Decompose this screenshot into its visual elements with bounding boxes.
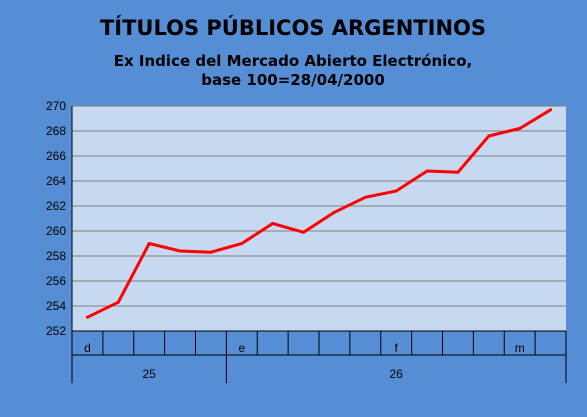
- x-month-label-f: f: [395, 341, 399, 355]
- x-year-label-26: 26: [390, 367, 404, 381]
- y-tick-label-258: 258: [46, 249, 66, 263]
- data-point: [271, 222, 275, 225]
- x-month-label-m: m: [515, 341, 525, 355]
- data-point: [549, 108, 553, 112]
- y-tick-label-252: 252: [46, 324, 66, 338]
- data-point: [394, 189, 398, 193]
- y-tick-label-268: 268: [46, 124, 66, 138]
- y-axis-tick-labels: 252 254 256 258 260 262 264 266 268 270: [46, 99, 66, 338]
- data-point: [209, 250, 213, 254]
- chart-subtitle-line-2: base 100=28/04/2000: [201, 71, 385, 89]
- data-point: [85, 315, 89, 319]
- x-month-label-d: d: [84, 341, 91, 355]
- data-point: [116, 300, 120, 304]
- data-point: [518, 127, 522, 130]
- y-tick-label-260: 260: [46, 224, 66, 238]
- x-month-label-e: e: [238, 341, 245, 355]
- data-point: [178, 249, 182, 253]
- chart-subtitle-line-1: Ex Indice del Mercado Abierto Electrónic…: [114, 52, 472, 70]
- data-point: [363, 195, 367, 199]
- data-point: [425, 169, 429, 173]
- y-tick-label-270: 270: [46, 99, 66, 113]
- gridlines: [72, 105, 566, 332]
- data-point: [487, 134, 491, 138]
- chart-title: TÍTULOS PÚBLICOS ARGENTINOS: [100, 15, 486, 40]
- x-year-label-25: 25: [143, 367, 157, 381]
- series-line: [86, 108, 552, 319]
- data-point: [456, 170, 460, 174]
- data-point: [147, 242, 151, 245]
- data-point: [302, 230, 306, 234]
- y-tick-label-254: 254: [46, 299, 66, 313]
- y-tick-label-266: 266: [46, 149, 66, 163]
- data-point: [240, 242, 244, 245]
- x-axis-labels: d e f m 25 26: [84, 341, 525, 381]
- y-tick-label-262: 262: [46, 199, 66, 213]
- series-layer: [85, 108, 553, 319]
- y-tick-label-256: 256: [46, 274, 66, 288]
- data-point: [332, 210, 336, 214]
- plot-area: [72, 106, 566, 331]
- y-tick-label-264: 264: [46, 174, 66, 188]
- x-axis-category-boxes: [71, 106, 567, 383]
